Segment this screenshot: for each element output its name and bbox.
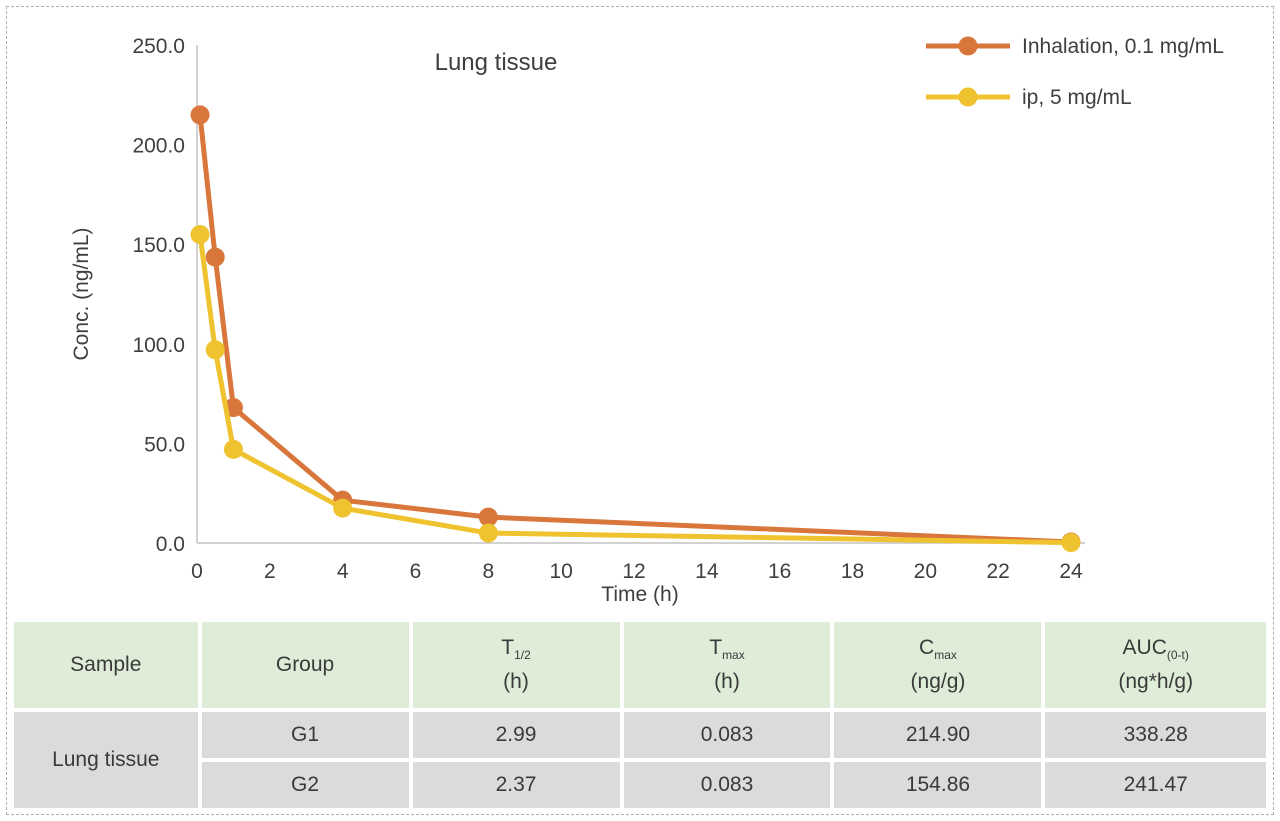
y-tick-label: 0.0 [156, 533, 185, 556]
column-header-auc: AUC(0-t) (ng*h/g) [1045, 622, 1266, 708]
legend-marker [958, 87, 978, 107]
chart-canvas: Lung tissue 0.050.0100.0150.0200.0250.0 … [70, 35, 1224, 606]
cell-t_max: 0.083 [623, 762, 831, 808]
x-tick-label: 16 [768, 560, 791, 583]
x-tick-label: 12 [622, 560, 645, 583]
column-header-group: Group [201, 622, 409, 708]
x-tick-label: 20 [914, 560, 937, 583]
column-header-t_max: Tmax (h) [623, 622, 831, 708]
y-tick-label: 250.0 [132, 35, 185, 58]
x-tick-label: 14 [695, 560, 719, 583]
x-tick-label: 4 [337, 560, 349, 583]
data-point-marker [205, 340, 225, 360]
data-point-marker [190, 105, 210, 125]
chart-title: Lung tissue [435, 49, 558, 76]
x-tick-label: 18 [841, 560, 864, 583]
cell-auc: 338.28 [1045, 712, 1266, 758]
cell-c_max: 214.90 [834, 712, 1042, 758]
legend-marker [958, 36, 978, 56]
data-point-marker [333, 498, 353, 518]
cell-sample: Lung tissue [14, 712, 198, 808]
y-axis-tick-labels: 0.0 50.0 100.0 150.0 200.0 250.0 [132, 35, 185, 556]
x-tick-label: 10 [549, 560, 572, 583]
cell-group: G1 [201, 712, 409, 758]
data-point-marker [478, 507, 498, 527]
x-tick-label: 6 [410, 560, 422, 583]
x-tick-label: 24 [1059, 560, 1083, 583]
y-tick-label: 100.0 [132, 334, 185, 357]
series-line-0 [197, 112, 1074, 545]
legend-label: ip, 5 mg/mL [1022, 86, 1132, 109]
column-header-t_half: T1/2 (h) [412, 622, 620, 708]
data-point-marker [190, 225, 210, 245]
table-header-row: Sample Group T1/2 (h) Tmax (h) Cmax (ng/g) AUC(0… [14, 622, 1266, 708]
cell-t_half: 2.99 [412, 712, 620, 758]
chart-legend: Inhalation, 0.1 mg/mL ip, 5 mg/mL [926, 35, 1224, 109]
data-series [190, 105, 1081, 553]
column-header-c_max: Cmax (ng/g) [834, 622, 1042, 708]
x-axis-title: Time (h) [601, 583, 678, 606]
data-point-marker [478, 523, 498, 543]
table-row: Lung tissue G1 2.99 0.083 214.90 338.28 [14, 712, 1266, 808]
cell-auc: 241.47 [1045, 762, 1266, 808]
x-axis-tick-labels: 0 2 4 6 8 10 12 14 16 18 20 22 24 [191, 560, 1083, 583]
x-tick-label: 22 [986, 560, 1009, 583]
data-point-marker [1061, 533, 1081, 553]
x-tick-label: 8 [482, 560, 494, 583]
data-point-marker [205, 247, 225, 267]
y-tick-label: 50.0 [144, 433, 185, 456]
pk-parameters-table: Sample Group T1/2 (h) Tmax (h) Cmax (ng/g) AUC(0… [10, 618, 1270, 812]
cell-t_half: 2.37 [412, 762, 620, 808]
series-line-1 [197, 232, 1074, 546]
data-point-marker [223, 439, 243, 459]
cell-t_max: 0.083 [623, 712, 831, 758]
x-tick-label: 0 [191, 560, 203, 583]
x-tick-label: 2 [264, 560, 276, 583]
table-row: G2 2.37 0.083 154.86 241.47 [14, 762, 1266, 808]
cell-group: G2 [201, 762, 409, 808]
y-tick-label: 150.0 [132, 234, 185, 257]
y-tick-label: 200.0 [132, 135, 185, 158]
legend-label: Inhalation, 0.1 mg/mL [1022, 35, 1224, 58]
column-header-sample: Sample [14, 622, 198, 708]
pk-parameters-section: Sample Group T1/2 (h) Tmax (h) Cmax (ng/g) AUC(0… [10, 618, 1270, 812]
cell-c_max: 154.86 [834, 762, 1042, 808]
concentration-time-chart: Lung tissue 0.0 50.0 100.0 150.0 200.0 250.0 … [70, 35, 1224, 606]
y-axis-title: Conc. (ng/mL) [70, 227, 93, 360]
